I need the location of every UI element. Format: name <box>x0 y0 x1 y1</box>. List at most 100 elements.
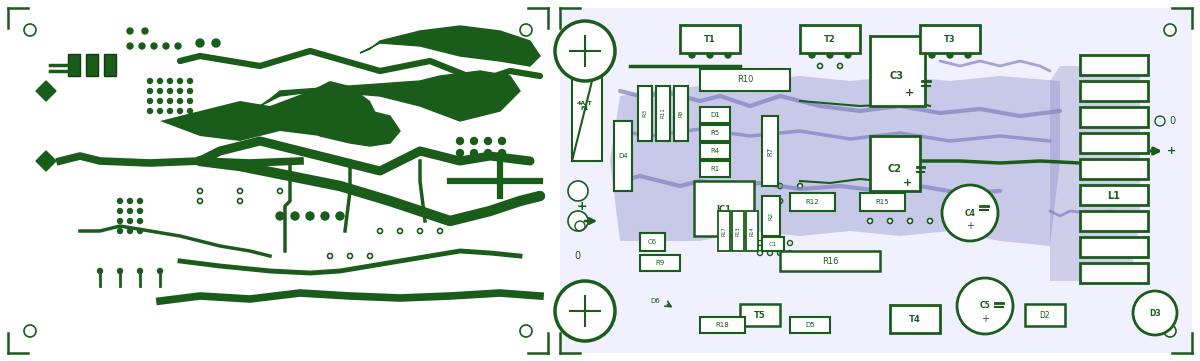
Circle shape <box>438 229 443 234</box>
Circle shape <box>127 229 132 234</box>
Circle shape <box>187 78 192 83</box>
Bar <box>1080 107 1148 127</box>
Text: R3: R3 <box>642 109 648 117</box>
Text: R4: R4 <box>710 148 720 154</box>
Text: 0: 0 <box>1169 116 1175 126</box>
Text: R12: R12 <box>805 199 818 205</box>
Text: R7: R7 <box>767 146 773 156</box>
Bar <box>920 25 980 53</box>
Polygon shape <box>305 111 400 146</box>
Bar <box>732 211 744 251</box>
Circle shape <box>689 52 695 58</box>
Circle shape <box>328 253 332 258</box>
Circle shape <box>725 52 731 58</box>
Text: D1: D1 <box>710 112 720 118</box>
Circle shape <box>499 48 505 54</box>
Text: D6: D6 <box>650 298 660 304</box>
Bar <box>674 86 688 141</box>
Circle shape <box>292 212 299 220</box>
Circle shape <box>138 229 143 234</box>
Circle shape <box>138 199 143 204</box>
Bar <box>762 196 780 236</box>
Circle shape <box>178 109 182 113</box>
Text: T2: T2 <box>824 35 836 43</box>
Circle shape <box>163 43 169 49</box>
Circle shape <box>942 185 998 241</box>
Bar <box>700 317 745 333</box>
Bar <box>762 237 784 251</box>
Circle shape <box>554 21 616 81</box>
Circle shape <box>367 253 372 258</box>
Circle shape <box>845 52 851 58</box>
Text: +: + <box>577 200 587 213</box>
Text: +: + <box>966 221 974 231</box>
Circle shape <box>470 149 478 157</box>
Text: D3: D3 <box>1150 309 1160 318</box>
Circle shape <box>485 138 492 144</box>
Text: 4A/T
F1: 4A/T F1 <box>577 101 593 112</box>
Circle shape <box>809 52 815 58</box>
Text: +: + <box>1168 146 1177 156</box>
Bar <box>694 181 754 236</box>
Circle shape <box>378 229 383 234</box>
Bar <box>560 8 1192 353</box>
Bar <box>1080 55 1148 75</box>
Circle shape <box>698 215 702 219</box>
Text: R15: R15 <box>875 199 889 205</box>
Circle shape <box>127 199 132 204</box>
Text: R10: R10 <box>737 75 754 84</box>
Circle shape <box>322 212 329 220</box>
Circle shape <box>485 149 492 157</box>
Circle shape <box>187 88 192 93</box>
Circle shape <box>187 99 192 104</box>
Circle shape <box>142 28 148 34</box>
Polygon shape <box>1050 66 1140 281</box>
Bar <box>638 86 652 141</box>
Circle shape <box>127 218 132 223</box>
Bar <box>700 69 790 91</box>
Circle shape <box>418 229 422 234</box>
Circle shape <box>127 28 133 34</box>
Circle shape <box>568 181 588 201</box>
Circle shape <box>178 88 182 93</box>
Text: +: + <box>982 314 989 324</box>
Circle shape <box>157 99 162 104</box>
Circle shape <box>1133 291 1177 335</box>
Circle shape <box>198 199 203 204</box>
Bar <box>718 211 730 251</box>
Circle shape <box>178 99 182 104</box>
Circle shape <box>1164 325 1176 337</box>
Bar <box>860 193 905 211</box>
Circle shape <box>118 269 122 274</box>
Text: R11: R11 <box>660 108 666 118</box>
Bar <box>640 233 665 251</box>
Bar <box>746 211 758 251</box>
Circle shape <box>698 187 702 191</box>
Circle shape <box>138 269 143 274</box>
Text: R5: R5 <box>710 130 720 136</box>
Text: R13: R13 <box>736 226 740 236</box>
Bar <box>640 255 680 271</box>
Circle shape <box>168 78 173 83</box>
Text: R8: R8 <box>678 109 684 117</box>
Circle shape <box>178 78 182 83</box>
Bar <box>740 304 780 326</box>
Circle shape <box>707 52 713 58</box>
Circle shape <box>698 194 702 198</box>
Bar <box>800 25 860 53</box>
Text: IC1: IC1 <box>716 204 732 213</box>
Bar <box>700 125 730 141</box>
Circle shape <box>306 212 314 220</box>
Circle shape <box>907 218 912 223</box>
Circle shape <box>118 209 122 213</box>
Circle shape <box>238 199 242 204</box>
Circle shape <box>817 47 822 52</box>
Circle shape <box>348 253 353 258</box>
Bar <box>104 54 116 76</box>
Circle shape <box>138 218 143 223</box>
Text: T5: T5 <box>754 310 766 319</box>
Circle shape <box>24 325 36 337</box>
Bar <box>700 161 730 177</box>
Text: D4: D4 <box>618 153 628 159</box>
Bar <box>68 54 80 76</box>
